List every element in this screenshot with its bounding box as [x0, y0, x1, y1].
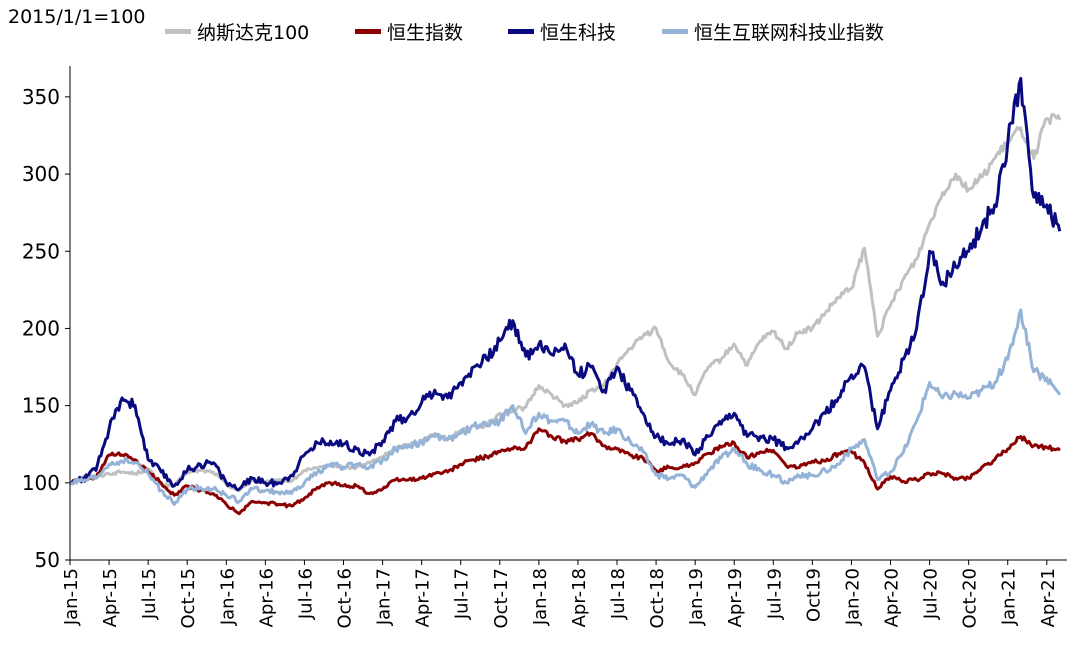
y-tick-label: 150 [22, 394, 60, 418]
legend-swatch-hstech [508, 28, 534, 34]
series-line-3 [69, 308, 1062, 506]
y-tick-label: 100 [22, 471, 60, 495]
x-tick-label: Jul-20 [921, 568, 942, 620]
x-tick-label: Apr-17 [413, 568, 434, 627]
x-tick-label: Jul-19 [764, 568, 785, 620]
legend-label-hs-internet: 恒生互联网科技业指数 [694, 21, 885, 44]
legend-item-hsi: 恒生指数 [355, 18, 463, 44]
x-tick-label: Oct-16 [335, 568, 356, 629]
x-tick-label: Jan-20 [842, 568, 863, 626]
x-tick-label: Apr-19 [725, 568, 746, 627]
x-tick-label: Jan-18 [530, 568, 551, 626]
y-tick-label: 200 [22, 316, 60, 340]
x-tick-label: Jul-17 [452, 568, 473, 620]
x-tick-label: Jan-16 [217, 568, 238, 626]
x-tick-label: Apr-15 [100, 568, 121, 627]
y-tick-label: 350 [22, 85, 60, 109]
series-line-2 [69, 76, 1062, 492]
x-tick-label: Oct-18 [647, 568, 668, 629]
x-tick-label: Jul-16 [295, 568, 316, 620]
x-tick-label: Oct-20 [960, 568, 981, 629]
x-tick-label: Jan-21 [999, 568, 1020, 626]
y-tick-label: 250 [22, 239, 60, 263]
legend-label-hsi: 恒生指数 [387, 21, 464, 44]
x-tick-label: Oct-15 [178, 568, 199, 629]
x-tick-label: Apr-18 [569, 568, 590, 627]
unit-label: 2015/1/1=100 [8, 6, 146, 28]
y-tick-label: 50 [35, 548, 60, 572]
series-line-1 [69, 427, 1061, 516]
legend-item-nasdaq: 纳斯达克100 [165, 18, 309, 44]
x-tick-label: Jan-19 [686, 568, 707, 626]
x-tick-label: Apr-21 [1038, 568, 1059, 627]
x-tick-label: Oct-17 [491, 568, 512, 629]
legend-swatch-nasdaq [165, 28, 191, 34]
legend-swatch-hs-internet [662, 28, 688, 34]
legend-item-hstech: 恒生科技 [508, 18, 616, 44]
x-tick-label: Jan-17 [374, 568, 395, 626]
legend-swatch-hsi [355, 28, 381, 34]
legend-label-hstech: 恒生科技 [540, 21, 617, 44]
series-lines [69, 76, 1062, 516]
legend-label-nasdaq: 纳斯达克100 [197, 21, 310, 44]
x-tick-label: Oct19 [803, 568, 824, 622]
x-tick-label: Apr-16 [256, 568, 277, 627]
y-axis-ticks: 50 100 150 200 250 300 350 [22, 85, 70, 572]
x-tick-label: Jul-15 [139, 568, 160, 620]
x-axis-ticks: Jan-15 Apr-15 Jul-15 Oct-15 Jan-16 Apr-16 Jul-… [61, 560, 1059, 629]
x-tick-label: Apr-20 [882, 568, 903, 627]
y-tick-label: 300 [22, 162, 60, 186]
x-tick-label: Jul-18 [608, 568, 629, 620]
x-tick-label: Jan-15 [61, 568, 82, 626]
legend-item-hs-internet: 恒生互联网科技业指数 [662, 18, 884, 44]
